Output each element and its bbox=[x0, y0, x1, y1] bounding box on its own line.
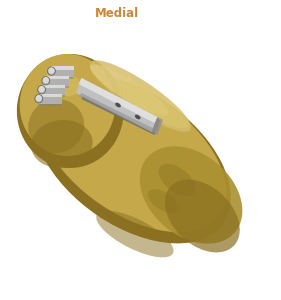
Ellipse shape bbox=[140, 146, 242, 244]
Ellipse shape bbox=[17, 54, 124, 168]
Polygon shape bbox=[38, 94, 62, 97]
Polygon shape bbox=[51, 70, 74, 76]
Polygon shape bbox=[38, 97, 62, 104]
Polygon shape bbox=[41, 88, 65, 95]
Ellipse shape bbox=[43, 77, 49, 83]
Ellipse shape bbox=[42, 76, 50, 85]
Ellipse shape bbox=[37, 97, 40, 101]
Ellipse shape bbox=[135, 115, 140, 119]
Ellipse shape bbox=[28, 99, 84, 153]
Polygon shape bbox=[45, 86, 69, 88]
Ellipse shape bbox=[48, 67, 55, 74]
Ellipse shape bbox=[31, 120, 93, 168]
Ellipse shape bbox=[158, 164, 196, 196]
Polygon shape bbox=[38, 104, 62, 106]
Ellipse shape bbox=[115, 103, 121, 107]
Text: Medial: Medial bbox=[94, 7, 139, 20]
Polygon shape bbox=[45, 79, 69, 86]
Ellipse shape bbox=[49, 69, 53, 73]
Ellipse shape bbox=[38, 86, 45, 92]
Ellipse shape bbox=[120, 82, 189, 128]
Polygon shape bbox=[79, 93, 155, 132]
Ellipse shape bbox=[42, 72, 81, 96]
Ellipse shape bbox=[20, 54, 115, 156]
Ellipse shape bbox=[39, 88, 43, 92]
Ellipse shape bbox=[44, 79, 47, 83]
Polygon shape bbox=[45, 76, 69, 79]
Polygon shape bbox=[79, 78, 157, 123]
Ellipse shape bbox=[38, 74, 226, 232]
Ellipse shape bbox=[35, 94, 43, 103]
Polygon shape bbox=[51, 76, 74, 79]
Ellipse shape bbox=[90, 64, 169, 116]
Polygon shape bbox=[41, 85, 65, 88]
Ellipse shape bbox=[96, 211, 174, 257]
Polygon shape bbox=[51, 66, 74, 70]
Ellipse shape bbox=[148, 189, 178, 213]
Ellipse shape bbox=[165, 180, 240, 252]
Ellipse shape bbox=[36, 95, 42, 101]
Ellipse shape bbox=[47, 67, 55, 75]
Ellipse shape bbox=[38, 85, 46, 94]
Polygon shape bbox=[81, 84, 160, 135]
Polygon shape bbox=[41, 95, 65, 97]
Polygon shape bbox=[76, 78, 157, 132]
Polygon shape bbox=[152, 117, 163, 135]
Ellipse shape bbox=[90, 60, 191, 132]
Ellipse shape bbox=[33, 75, 231, 243]
